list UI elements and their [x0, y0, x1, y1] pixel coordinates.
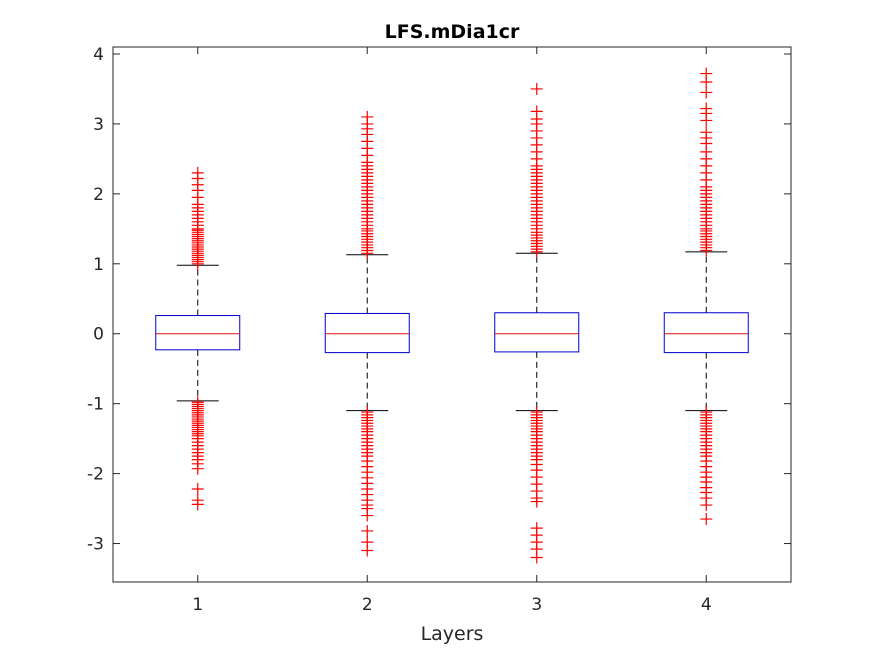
- outlier-point: [191, 498, 204, 511]
- iqr-box: [324, 312, 410, 354]
- y-tick-label: 4: [93, 45, 104, 65]
- y-tick-label: 3: [93, 115, 104, 135]
- box-2: [324, 110, 410, 557]
- outlier-point: [700, 513, 713, 526]
- outlier-point: [530, 495, 543, 508]
- outlier-point: [700, 126, 713, 139]
- outlier-point: [361, 544, 374, 557]
- outlier-point: [191, 482, 204, 495]
- outliers: [700, 67, 713, 526]
- box-1: [155, 166, 241, 511]
- outlier-point: [191, 462, 204, 475]
- box-3: [494, 82, 580, 564]
- outlier-point: [700, 499, 713, 512]
- outlier-point: [191, 166, 204, 179]
- y-tick-label: -1: [87, 395, 104, 415]
- outliers: [530, 82, 543, 564]
- outlier-point: [361, 524, 374, 537]
- outlier-point: [700, 86, 713, 99]
- box-series: [155, 67, 749, 564]
- iqr-box: [663, 312, 749, 354]
- y-tick-label: 2: [93, 185, 104, 205]
- box-4: [663, 67, 749, 526]
- outliers: [361, 110, 374, 557]
- outliers: [191, 166, 204, 511]
- outlier-point: [361, 509, 374, 522]
- y-axis: -3 -2 -1 0 1 2 3 4: [87, 45, 791, 555]
- y-tick-label: -3: [87, 535, 104, 555]
- x-tick-label: 4: [701, 595, 712, 615]
- iqr-box: [155, 315, 241, 351]
- outlier-point: [700, 102, 713, 115]
- y-tick-label: 0: [93, 325, 104, 345]
- outlier-point: [530, 105, 543, 118]
- outlier-point: [700, 67, 713, 80]
- y-tick-label: 1: [93, 255, 104, 275]
- chart-title: LFS.mDia1cr: [385, 21, 520, 43]
- outlier-point: [530, 551, 543, 564]
- outlier-point: [361, 110, 374, 123]
- iqr-box: [494, 312, 580, 353]
- x-tick-label: 3: [531, 595, 542, 615]
- outlier-point: [530, 82, 543, 95]
- x-tick-label: 1: [192, 595, 203, 615]
- y-tick-label: -2: [87, 465, 104, 485]
- plot-area: [112, 46, 792, 583]
- x-tick-label: 2: [362, 595, 373, 615]
- x-axis: 1 2 3 4: [192, 47, 712, 615]
- x-axis-label: Layers: [421, 623, 484, 645]
